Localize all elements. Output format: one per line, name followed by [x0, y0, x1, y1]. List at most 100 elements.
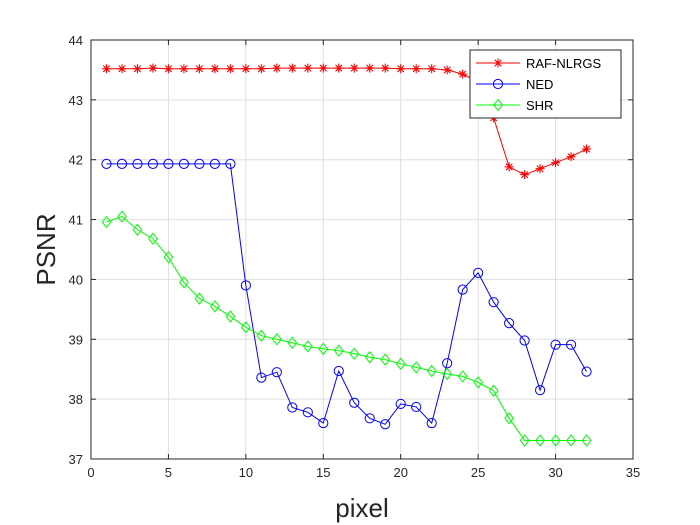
data-point: [550, 434, 561, 447]
series-ned: [101, 158, 592, 430]
data-point: [132, 158, 143, 170]
data-point: [520, 170, 530, 180]
data-point: [101, 158, 112, 170]
data-point: [349, 63, 359, 73]
data-point: [519, 335, 530, 346]
x-tick-label: 15: [316, 465, 330, 480]
data-point: [271, 333, 282, 346]
data-point: [194, 158, 205, 170]
data-point: [209, 300, 220, 313]
data-point: [504, 412, 515, 425]
y-tick-label: 41: [69, 213, 83, 228]
data-point: [457, 284, 468, 295]
data-point: [287, 63, 297, 73]
x-tick-label: 0: [87, 465, 94, 480]
data-point: [395, 398, 406, 410]
data-point: [395, 357, 406, 371]
data-point: [365, 63, 375, 73]
legend-marker: [493, 58, 503, 68]
x-tick-label: 35: [626, 465, 640, 480]
data-point: [117, 210, 127, 223]
data-point: [334, 63, 344, 73]
data-point: [241, 64, 251, 74]
x-tick-label: 5: [165, 465, 172, 480]
x-tick-label: 10: [239, 465, 253, 480]
data-point: [302, 407, 313, 418]
data-point: [519, 434, 530, 447]
data-point: [132, 64, 142, 74]
plot-area-frame: [90, 39, 634, 460]
data-point: [411, 64, 421, 74]
y-tick-label: 44: [69, 33, 83, 48]
data-point: [287, 402, 298, 413]
data-point: [194, 292, 205, 305]
data-point: [550, 339, 561, 350]
data-point: [225, 310, 236, 323]
data-point: [101, 215, 112, 229]
data-point: [364, 413, 375, 424]
data-point: [178, 276, 189, 289]
data-point: [380, 353, 391, 366]
data-point: [364, 351, 375, 364]
data-point: [551, 158, 561, 168]
y-tick-label: 42: [69, 153, 83, 168]
x-tick-label: 25: [471, 465, 485, 480]
y-axis-label: PSNR: [31, 213, 61, 285]
legend-label: SHR: [526, 98, 553, 113]
data-point: [426, 364, 437, 378]
data-point: [163, 251, 174, 264]
data-point: [504, 318, 515, 329]
legend-label: NED: [526, 77, 553, 92]
series-layer: [101, 63, 592, 447]
data-point: [209, 158, 220, 170]
y-tick-label: 43: [69, 93, 83, 108]
data-point: [318, 342, 329, 356]
data-point: [442, 65, 452, 75]
data-point: [117, 64, 127, 74]
series-line: [106, 163, 587, 425]
x-tick-label: 20: [393, 465, 407, 480]
data-point: [178, 158, 190, 170]
y-tick-label: 38: [69, 392, 83, 407]
data-point: [318, 63, 328, 73]
data-point: [303, 63, 313, 73]
data-point: [349, 397, 360, 408]
axis-ticks: 0 5 10 15 20 25 30 35 37 38 39 40 41 42 43 44: [69, 33, 641, 480]
data-point: [271, 367, 282, 378]
data-point: [302, 340, 313, 353]
data-point: [163, 64, 173, 74]
data-point: [287, 336, 298, 350]
data-point: [473, 267, 484, 278]
data-point: [535, 434, 546, 447]
data-point: [426, 417, 437, 429]
legend-label: RAF-NLRGS: [526, 56, 601, 71]
data-point: [225, 158, 236, 170]
data-point: [179, 64, 189, 74]
data-point: [349, 347, 360, 360]
data-point: [582, 144, 592, 154]
data-point: [396, 64, 406, 74]
data-point: [411, 401, 422, 413]
data-point: [534, 385, 546, 396]
data-point: [504, 162, 514, 172]
legend-item: SHR: [476, 98, 553, 113]
y-tick-label: 37: [69, 452, 83, 467]
data-point: [427, 64, 437, 74]
data-point: [488, 297, 499, 308]
data-point: [488, 384, 499, 397]
data-point: [256, 64, 266, 74]
data-point: [333, 344, 344, 357]
data-point: [116, 158, 128, 170]
data-point: [163, 158, 174, 170]
legend-item: RAF-NLRGS: [476, 56, 601, 71]
data-point: [473, 376, 484, 389]
data-point: [240, 280, 251, 291]
data-point: [147, 232, 158, 245]
data-point: [566, 434, 577, 447]
data-point: [565, 339, 577, 350]
data-point: [535, 164, 545, 174]
data-point: [240, 321, 251, 334]
data-point: [132, 223, 143, 236]
series-shr: [101, 210, 592, 447]
legend-marker: [493, 98, 503, 112]
